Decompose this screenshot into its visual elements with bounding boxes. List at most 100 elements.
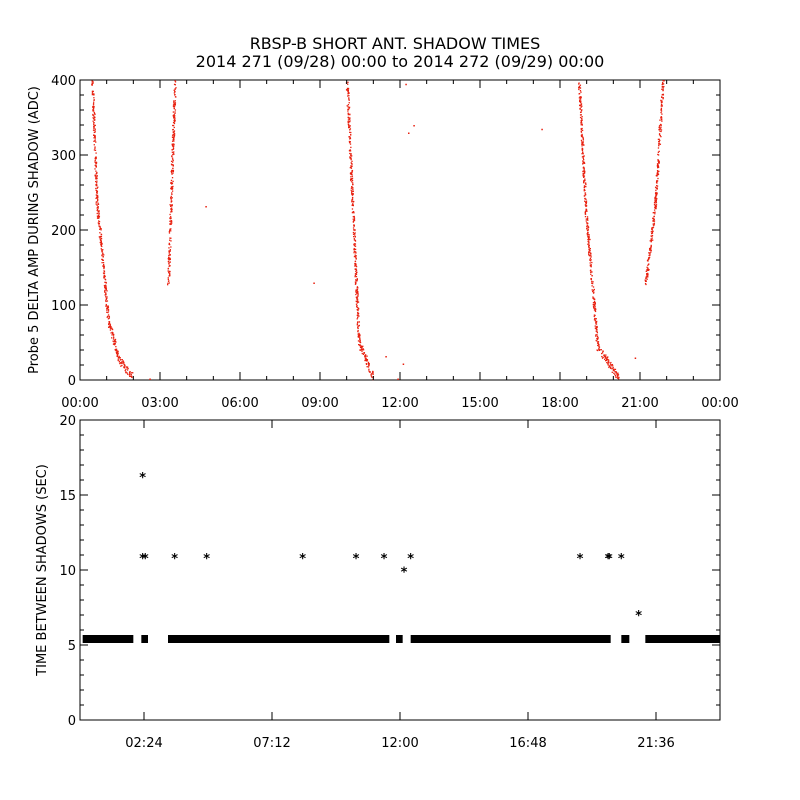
data-point xyxy=(356,318,358,320)
bottom-panel-time-between: *** * * * * *** * ** ** 02:24 07:12 12:00 16:48 21:3… xyxy=(35,414,721,751)
data-point xyxy=(93,137,95,139)
data-point xyxy=(655,200,657,202)
data-point xyxy=(348,99,350,101)
data-point xyxy=(351,190,353,193)
data-point xyxy=(173,101,175,103)
data-point xyxy=(587,229,589,231)
data-point xyxy=(585,210,587,213)
data-point xyxy=(355,269,358,271)
data-point xyxy=(98,222,100,225)
data-point xyxy=(355,252,357,254)
data-point xyxy=(169,254,171,256)
data-point xyxy=(100,241,102,243)
data-point xyxy=(353,224,355,226)
data-point xyxy=(611,371,613,373)
data-point xyxy=(354,248,356,251)
data-point xyxy=(95,187,97,190)
data-point xyxy=(93,123,95,126)
data-point xyxy=(660,108,663,111)
data-point xyxy=(170,197,172,199)
data-point xyxy=(662,80,664,82)
data-point xyxy=(658,140,660,143)
data-point xyxy=(648,269,650,271)
data-point xyxy=(111,327,113,329)
data-point xyxy=(579,90,582,92)
data-point xyxy=(615,376,617,378)
data-point xyxy=(353,245,356,247)
data-point xyxy=(91,93,94,96)
data-point xyxy=(595,321,597,324)
data-point xyxy=(113,344,116,346)
data-point xyxy=(353,250,355,252)
data-point xyxy=(587,225,589,227)
data-point xyxy=(347,93,349,95)
data-point xyxy=(105,293,107,295)
data-point xyxy=(96,187,98,189)
data-point xyxy=(615,371,617,373)
data-point xyxy=(105,298,107,300)
data-point xyxy=(660,100,663,102)
data-point xyxy=(594,298,596,300)
data-point xyxy=(170,230,172,232)
data-point xyxy=(372,371,374,373)
data-point xyxy=(590,260,592,262)
data-point xyxy=(356,305,358,307)
data-point xyxy=(359,335,361,337)
data-point xyxy=(169,218,172,220)
data-point xyxy=(101,261,103,264)
data-point xyxy=(579,96,581,98)
asterisk-marker: * xyxy=(139,552,146,567)
data-point xyxy=(594,317,596,320)
data-point xyxy=(663,80,665,82)
data-point xyxy=(357,334,360,336)
data-point xyxy=(349,136,351,138)
data-point xyxy=(605,356,607,358)
data-point xyxy=(597,342,599,345)
data-point xyxy=(350,153,352,155)
data-point xyxy=(110,326,112,328)
data-point xyxy=(579,87,582,89)
data-point xyxy=(169,274,171,276)
data-point xyxy=(168,255,170,257)
data-point xyxy=(170,198,172,200)
data-point xyxy=(120,362,122,364)
data-point xyxy=(109,323,111,325)
data-point xyxy=(171,157,174,159)
data-point xyxy=(351,185,353,188)
data-point xyxy=(171,143,173,146)
data-point xyxy=(107,315,109,318)
data-point xyxy=(658,160,660,162)
data-point xyxy=(593,319,596,321)
data-point xyxy=(354,234,356,236)
data-point xyxy=(583,173,585,175)
data-point xyxy=(95,163,97,165)
data-point xyxy=(658,144,660,146)
data-point xyxy=(616,374,619,377)
data-point xyxy=(355,251,357,253)
data-point xyxy=(652,226,655,228)
data-point xyxy=(123,367,126,369)
data-point xyxy=(654,186,657,188)
data-point xyxy=(579,98,582,100)
data-point xyxy=(131,376,133,379)
data-point xyxy=(170,170,172,173)
data-point xyxy=(582,137,584,139)
data-point xyxy=(172,111,175,113)
data-point xyxy=(171,182,174,185)
data-point xyxy=(349,137,351,139)
data-point xyxy=(610,361,612,364)
data-point xyxy=(348,125,350,127)
data-point xyxy=(111,328,114,331)
data-point xyxy=(601,352,603,355)
data-point xyxy=(357,295,359,297)
data-point xyxy=(581,109,583,111)
data-point xyxy=(169,273,171,275)
data-point xyxy=(355,282,357,285)
data-point xyxy=(593,300,596,303)
data-point xyxy=(660,130,662,133)
data-point xyxy=(94,116,96,119)
data-point xyxy=(97,202,99,204)
data-point xyxy=(657,165,660,168)
data-point xyxy=(99,228,101,230)
data-point xyxy=(167,267,170,270)
